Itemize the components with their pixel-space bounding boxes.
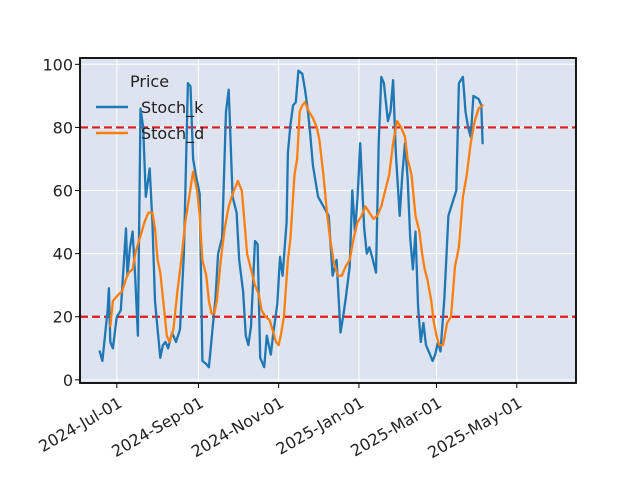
y-tick-label: 100 <box>42 55 73 74</box>
y-tick-label: 60 <box>53 182 73 201</box>
y-tick-label: 40 <box>53 245 73 264</box>
legend-label-stoch-k: Stoch_k <box>141 98 204 118</box>
series-lines <box>98 69 484 369</box>
series-line-stoch-k <box>98 69 484 369</box>
legend: Price Stoch_k Stoch_d <box>96 72 204 144</box>
legend-label-stoch-d: Stoch_d <box>141 124 204 144</box>
series-line-stoch-d <box>109 101 484 347</box>
y-tick-label: 20 <box>53 308 73 327</box>
reference-lines <box>80 126 576 318</box>
y-axis: 0 20 40 60 80 100 <box>42 55 80 390</box>
y-tick-label: 80 <box>53 118 73 137</box>
y-tick-label: 0 <box>63 371 73 390</box>
legend-title: Price <box>130 72 169 91</box>
x-axis: 2024-Jul-012024-Sep-012024-Nov-012025-Ja… <box>35 383 525 462</box>
plot-frame <box>79 57 577 384</box>
